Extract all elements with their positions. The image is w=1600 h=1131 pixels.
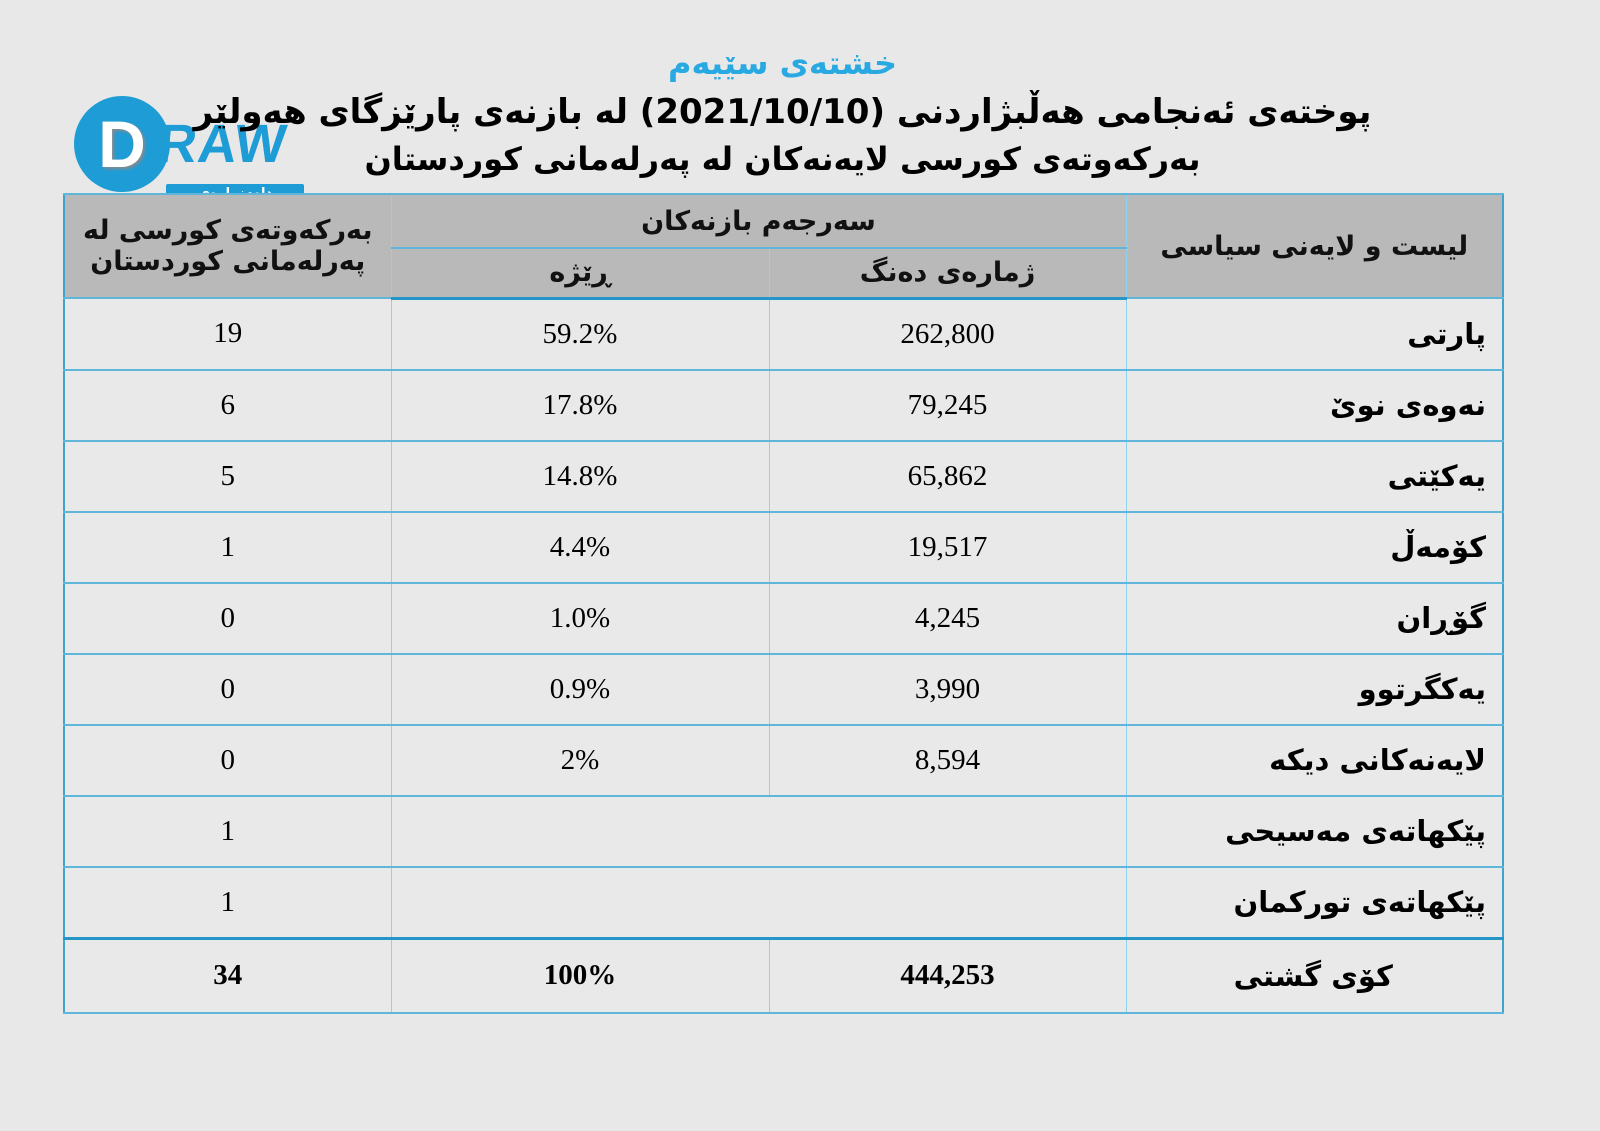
- total-seats-cell: 34: [63, 936, 392, 1014]
- seats-cell: 1: [63, 794, 392, 868]
- percent-cell: 2%: [390, 723, 770, 797]
- seats-cell: 1: [63, 865, 392, 939]
- header-seats-column: بەرکەوتەی کورسی لە پەرلەمانی کوردستان: [63, 193, 392, 299]
- table-row: پێکهاتەی تورکمان 1: [63, 865, 1504, 939]
- table-number-label: خشتەی سێیەم: [667, 44, 897, 82]
- table-row: کۆمەڵ 19,517 4.4% 1: [63, 510, 1504, 584]
- logo-circle-icon: D: [74, 96, 170, 192]
- votes-cell: 19,517: [768, 510, 1127, 584]
- votes-cell: 8,594: [768, 723, 1127, 797]
- seats-cell: 0: [63, 652, 392, 726]
- table-row: نەوەی نوێ 79,245 17.8% 6: [63, 368, 1504, 442]
- party-name-cell: پێکهاتەی مەسیحی: [1125, 794, 1504, 868]
- table-row: یەکێتی 65,862 14.8% 5: [63, 439, 1504, 513]
- page-title: پوختەی ئەنجامی هەڵبژاردنی (2021/10/10) ل…: [193, 92, 1372, 132]
- party-name-cell: نەوەی نوێ: [1125, 368, 1504, 442]
- total-label-cell: کۆی گشتی: [1125, 936, 1504, 1014]
- header-party-column: لیست و لایەنی سیاسی: [1125, 193, 1504, 299]
- table-row: پارتی 262,800 59.2% 19: [63, 297, 1504, 371]
- seats-cell: 19: [63, 297, 392, 371]
- total-percent-cell: 100%: [390, 936, 770, 1014]
- votes-cell: 79,245: [768, 368, 1127, 442]
- header-constituency-group: سەرجەم بازنەکان: [390, 193, 1127, 249]
- percent-cell: 1.0%: [390, 581, 770, 655]
- table-row: یەکگرتوو 3,990 0.9% 0: [63, 652, 1504, 726]
- party-name-cell: یەکگرتوو: [1125, 652, 1504, 726]
- party-name-cell: گۆڕان: [1125, 581, 1504, 655]
- table-row: پێکهاتەی مەسیحی 1: [63, 794, 1504, 868]
- party-name-cell: یەکێتی: [1125, 439, 1504, 513]
- percent-cell: 17.8%: [390, 368, 770, 442]
- party-name-cell: لایەنەکانی دیکە: [1125, 723, 1504, 797]
- votes-cell: 262,800: [768, 297, 1127, 371]
- percent-cell: 4.4%: [390, 510, 770, 584]
- votes-cell: 65,862: [768, 439, 1127, 513]
- votes-cell: 4,245: [768, 581, 1127, 655]
- party-name-cell: کۆمەڵ: [1125, 510, 1504, 584]
- logo-letter-d: D: [98, 107, 146, 181]
- total-row: کۆی گشتی 444,253 100% 34: [63, 936, 1504, 1014]
- empty-merged-cell: [390, 865, 1127, 939]
- votes-cell: 3,990: [768, 652, 1127, 726]
- seats-cell: 5: [63, 439, 392, 513]
- total-votes-cell: 444,253: [768, 936, 1127, 1014]
- party-name-cell: پێکهاتەی تورکمان: [1125, 865, 1504, 939]
- seats-cell: 0: [63, 723, 392, 797]
- percent-cell: 0.9%: [390, 652, 770, 726]
- seats-cell: 0: [63, 581, 392, 655]
- header-votes-column: ژمارەی دەنگ: [768, 247, 1127, 300]
- table-row: گۆڕان 4,245 1.0% 0: [63, 581, 1504, 655]
- party-name-cell: پارتی: [1125, 297, 1504, 371]
- table-row: لایەنەکانی دیکە 8,594 2% 0: [63, 723, 1504, 797]
- page-subtitle: بەرکەوتەی کورسی لایەنەکان لە پەرلەمانی ک…: [364, 140, 1201, 178]
- empty-merged-cell: [390, 794, 1127, 868]
- seats-cell: 1: [63, 510, 392, 584]
- election-results-table: لیست و لایەنی سیاسی سەرجەم بازنەکان بەرک…: [63, 193, 1504, 1014]
- percent-cell: 14.8%: [390, 439, 770, 513]
- header-percent-column: ڕێژە: [390, 247, 770, 300]
- percent-cell: 59.2%: [390, 297, 770, 371]
- title-block: خشتەی سێیەم پوختەی ئەنجامی هەڵبژاردنی (2…: [63, 44, 1502, 178]
- seats-cell: 6: [63, 368, 392, 442]
